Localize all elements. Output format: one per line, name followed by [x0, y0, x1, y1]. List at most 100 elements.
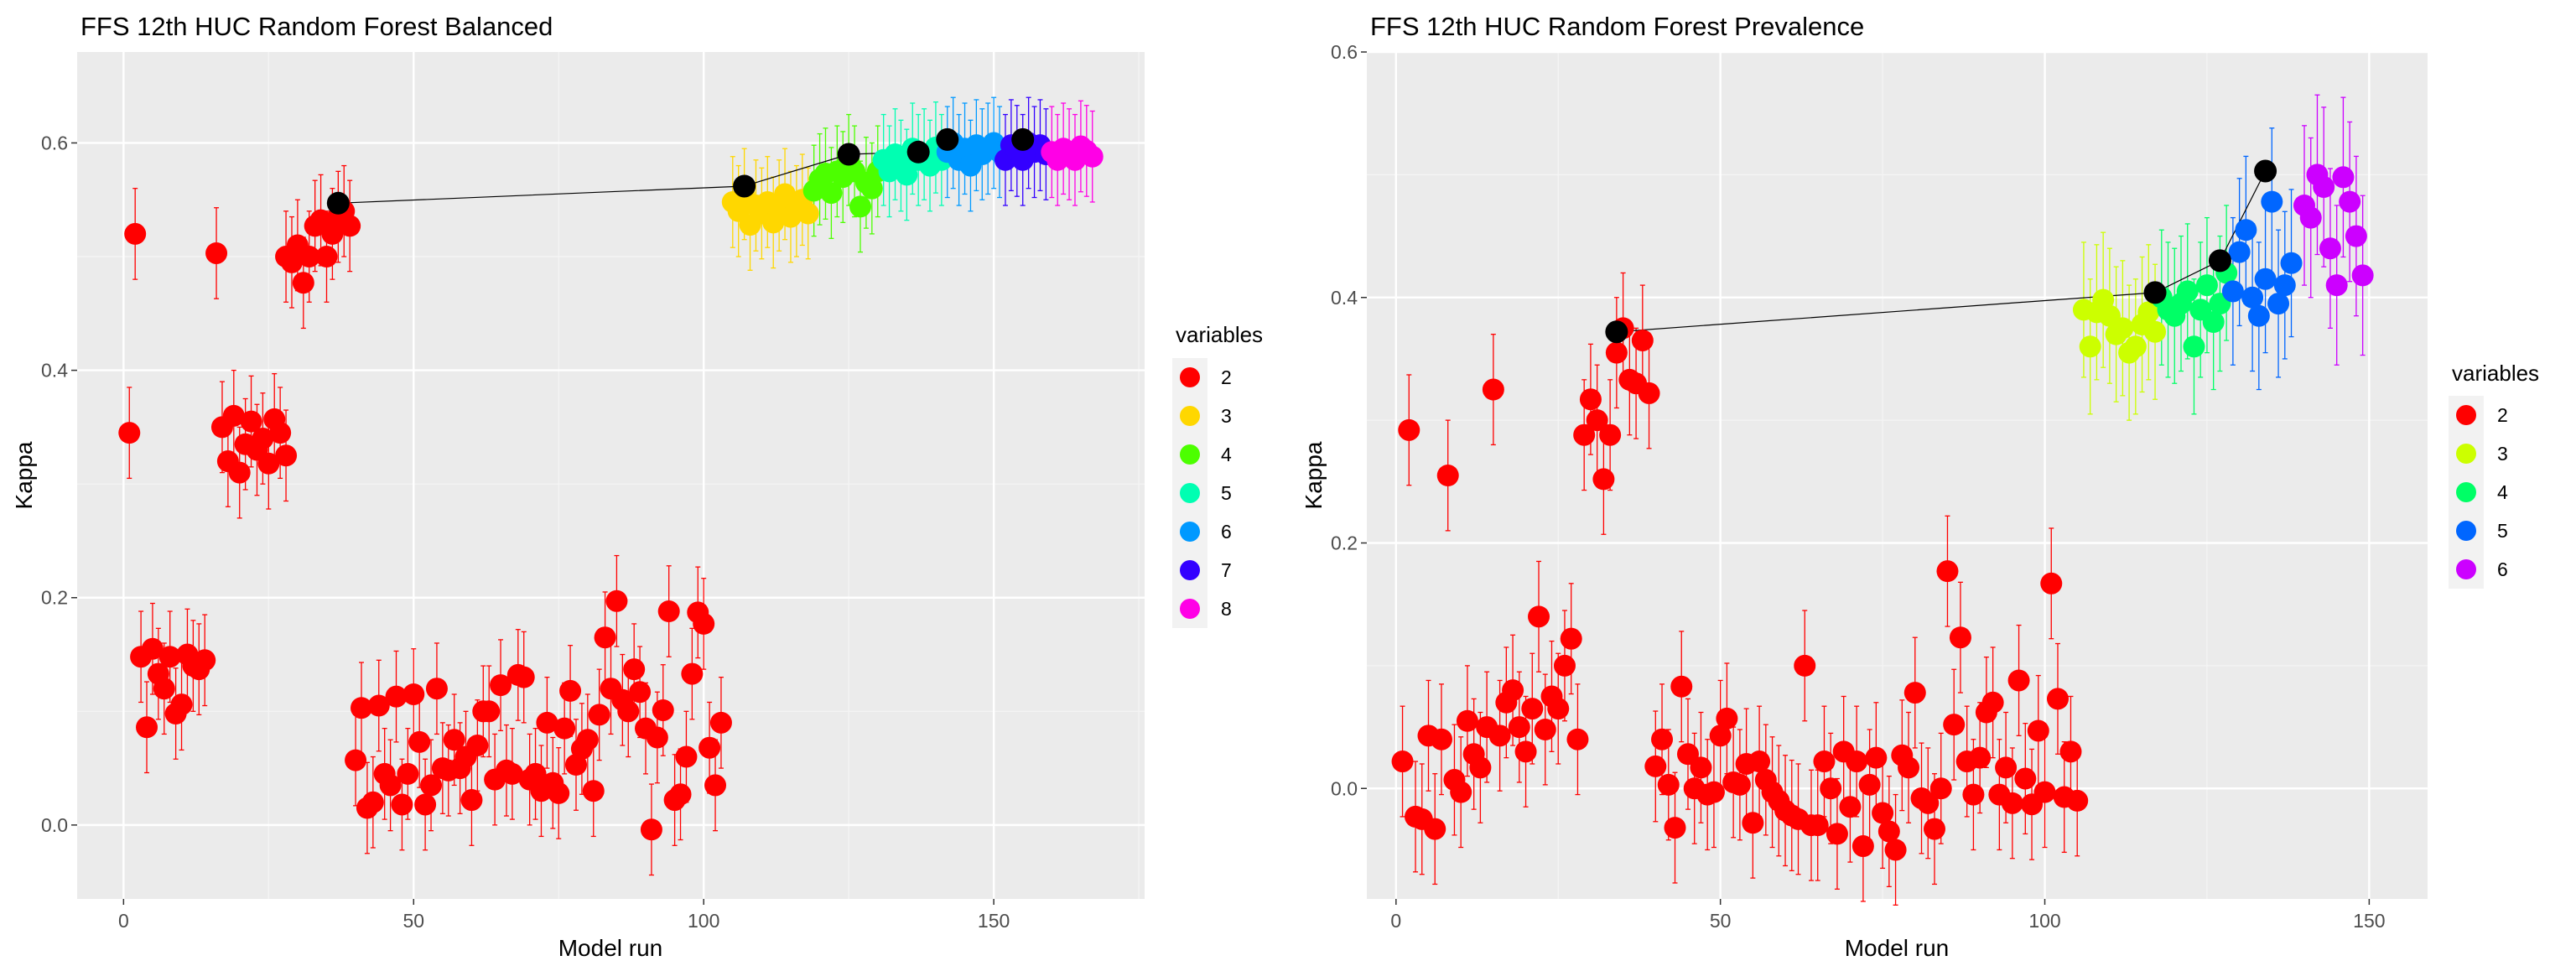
chart-title: FFS 12th HUC Random Forest Prevalence	[1370, 12, 1864, 41]
chart-panel-balanced: FFS 12th HUC Random Forest Balanced 0 50 1…	[11, 12, 1263, 961]
data-point	[1858, 773, 1881, 796]
legend-label: 7	[1221, 559, 1232, 581]
data-point	[1534, 719, 1556, 740]
data-point	[605, 589, 628, 612]
best-model-point	[2208, 249, 2231, 273]
data-point	[2299, 206, 2322, 229]
data-point	[582, 780, 605, 802]
data-point	[1962, 783, 1985, 806]
best-model-point	[906, 140, 930, 164]
data-point	[2059, 740, 2082, 763]
data-point	[2111, 317, 2134, 340]
data-point	[652, 699, 674, 721]
data-point	[1664, 817, 1686, 839]
data-point	[1566, 728, 1589, 750]
data-point	[1508, 716, 1530, 739]
data-point	[2040, 572, 2063, 595]
chart-panel-prevalence: FFS 12th HUC Random Forest Prevalence 0 5…	[1301, 12, 2539, 961]
data-point	[2027, 719, 2049, 742]
x-tick-label: 0	[1390, 910, 1401, 932]
data-point	[1949, 626, 1971, 649]
data-point	[1469, 756, 1492, 779]
x-tick-label: 100	[688, 910, 719, 932]
data-point	[257, 452, 280, 475]
data-point	[669, 783, 692, 806]
legend-label: 2	[2497, 404, 2508, 426]
data-point	[524, 762, 547, 785]
data-point	[1981, 691, 2004, 714]
data-point	[2014, 767, 2037, 790]
data-point	[222, 404, 245, 427]
data-point	[2241, 286, 2264, 309]
data-point	[2228, 241, 2251, 263]
data-point	[1865, 746, 1888, 769]
data-point	[2345, 225, 2367, 247]
data-point	[379, 774, 402, 797]
data-point	[158, 646, 181, 668]
data-point	[675, 745, 698, 768]
data-point	[774, 183, 797, 205]
data-point	[640, 818, 662, 841]
data-point	[1436, 465, 1459, 486]
y-tick-label: 0.0	[41, 814, 68, 836]
data-point	[2144, 320, 2167, 343]
data-point	[576, 729, 599, 751]
data-point	[292, 272, 314, 294]
data-point	[629, 681, 652, 704]
best-model-point	[733, 174, 756, 198]
x-tick-label: 150	[2353, 910, 2385, 932]
data-point	[1456, 709, 1478, 732]
data-point	[414, 793, 437, 816]
y-tick-label: 0.2	[41, 587, 68, 609]
legend-swatch	[1180, 483, 1200, 503]
data-point	[1872, 802, 1894, 824]
y-tick-label: 0.6	[1331, 41, 1358, 63]
data-point	[466, 734, 489, 756]
legend-label: 6	[2497, 558, 2508, 580]
data-point	[1852, 835, 1874, 858]
legend-label: 3	[1221, 405, 1232, 427]
data-point	[1651, 728, 1674, 750]
data-point	[2001, 792, 2023, 814]
data-point	[762, 211, 785, 234]
data-point	[512, 666, 535, 688]
data-point	[2235, 219, 2257, 242]
data-point	[1690, 756, 1712, 779]
data-point	[124, 222, 147, 245]
legend-swatch	[2456, 405, 2476, 425]
data-point	[280, 251, 303, 273]
best-model-points	[326, 127, 1035, 215]
data-point	[1709, 724, 1732, 747]
data-point	[136, 716, 158, 739]
legend: variables 2 3 4 5 6 7 8	[1172, 322, 1263, 628]
data-point	[1820, 777, 1842, 800]
legend-label: 3	[2497, 443, 2508, 465]
legend: variables 2 3 4 5 6	[2449, 361, 2539, 589]
data-point	[860, 177, 883, 200]
data-point	[559, 679, 582, 702]
data-point	[2137, 301, 2160, 324]
data-point	[2339, 190, 2361, 213]
data-point	[1502, 679, 1524, 702]
x-tick-label: 150	[978, 910, 1010, 932]
legend-label: 4	[1221, 444, 1232, 465]
data-points	[1391, 164, 2374, 861]
data-point	[896, 164, 918, 186]
data-point	[2332, 166, 2355, 189]
legend-label: 8	[1221, 598, 1232, 620]
legend-swatch	[1180, 406, 1200, 426]
gridlines	[1367, 50, 2428, 899]
data-point	[797, 202, 819, 225]
y-axis-label: Kappa	[1301, 441, 1327, 509]
data-point	[1599, 423, 1622, 446]
y-tick-label: 0.0	[1331, 777, 1358, 799]
data-point	[1969, 746, 1992, 769]
data-point	[1806, 814, 1829, 837]
data-point	[820, 182, 843, 205]
data-point	[1742, 812, 1764, 834]
legend-label: 6	[1221, 521, 1232, 543]
data-point	[361, 791, 384, 813]
data-point	[1081, 145, 1104, 168]
data-point	[170, 693, 193, 716]
